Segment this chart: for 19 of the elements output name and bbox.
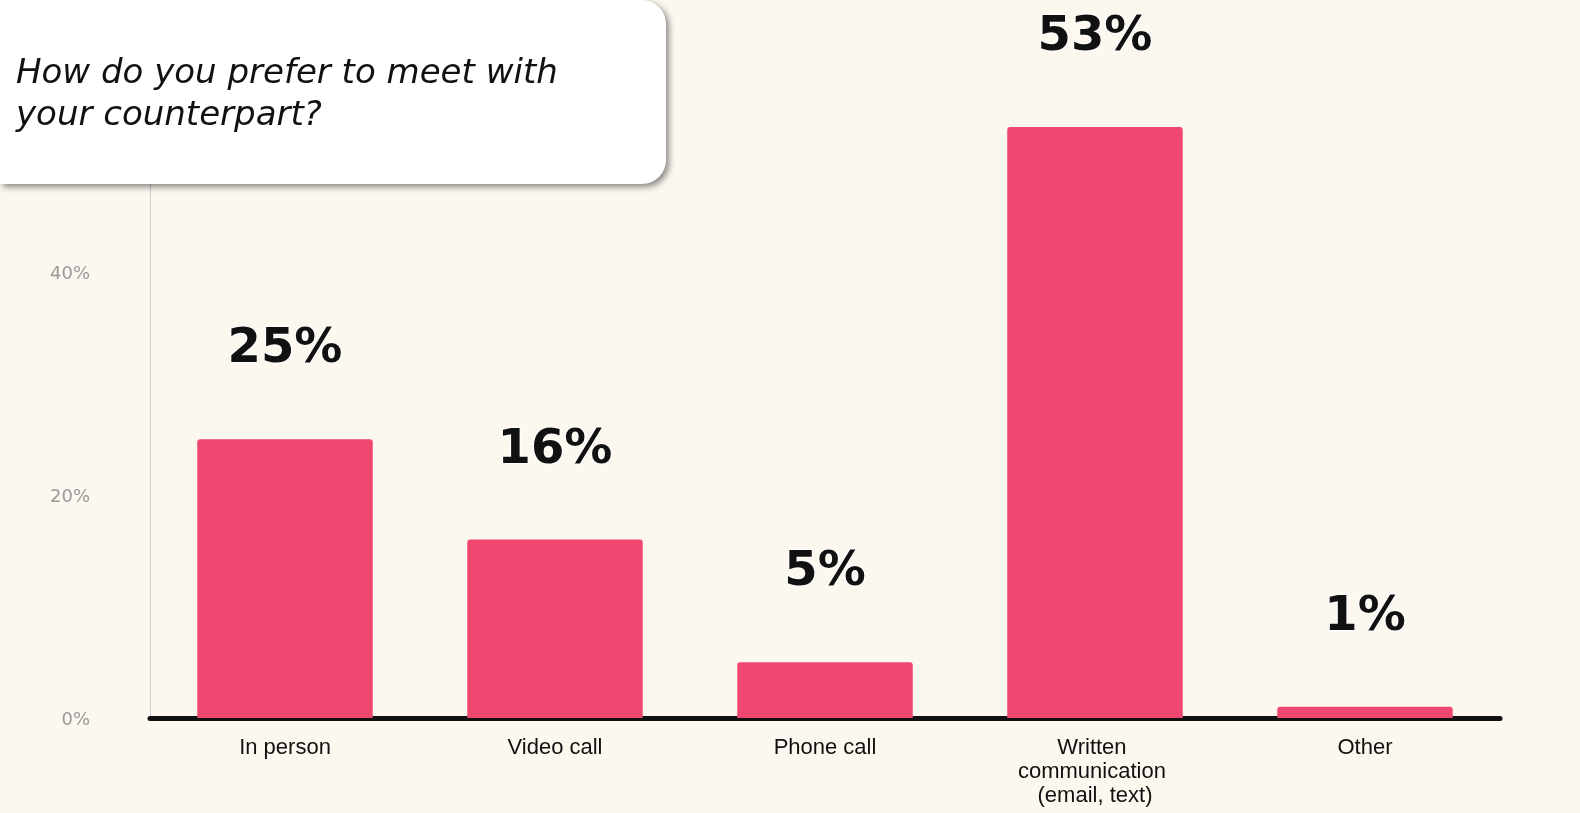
- x-tick-label: Other: [1337, 733, 1393, 759]
- x-tick-label: Written communication (email, text): [1017, 733, 1173, 807]
- y-tick-label: 20%: [49, 484, 90, 506]
- bar: [737, 662, 913, 718]
- x-tick-label: In person: [239, 733, 331, 759]
- x-tick-label: Video call: [507, 733, 603, 759]
- data-label: 53%: [1037, 5, 1153, 62]
- data-label: 25%: [227, 317, 343, 374]
- bar: [197, 439, 373, 718]
- bar: [1007, 127, 1183, 718]
- bar: [1277, 706, 1453, 718]
- data-label: 16%: [497, 417, 613, 474]
- data-label: 1%: [1324, 584, 1406, 641]
- y-tick-label: 40%: [49, 261, 90, 283]
- data-label: 5%: [784, 540, 866, 597]
- text: How do you prefer to meet with your counterpart?: [16, 50, 559, 134]
- y-tick-label: 0%: [61, 707, 90, 729]
- x-tick-label: Phone call: [773, 733, 877, 759]
- bar: [467, 539, 643, 718]
